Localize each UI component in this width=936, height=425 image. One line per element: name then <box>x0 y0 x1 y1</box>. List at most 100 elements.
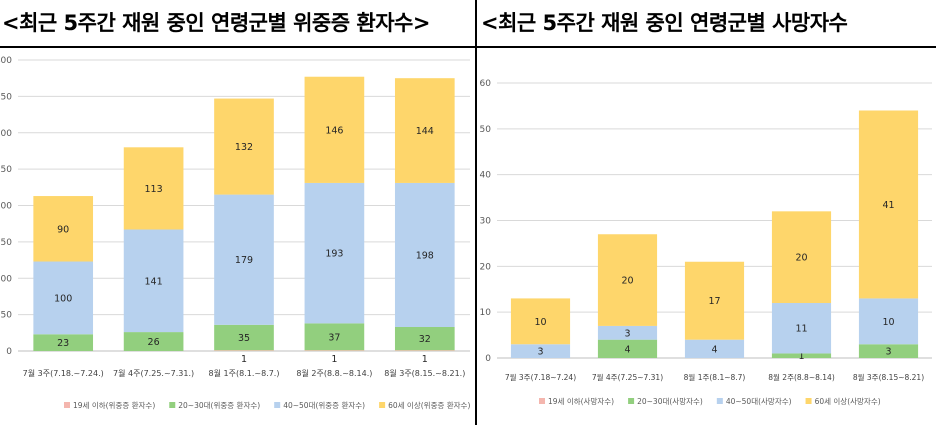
x-tick-label: 7월 4주(7.25~7.31) <box>592 372 663 382</box>
legend-label: 40~50대(사망자수) <box>726 396 792 406</box>
bar-segment <box>123 332 184 351</box>
data-label: 20 <box>621 276 633 287</box>
data-label: 20 <box>795 253 807 264</box>
legend-swatch <box>805 398 812 404</box>
data-label: 17 <box>708 296 720 307</box>
data-label: 179 <box>235 255 253 266</box>
legend-swatch <box>716 398 723 404</box>
bar-segment <box>304 76 365 183</box>
data-label: 26 <box>148 337 160 348</box>
data-label: 10 <box>534 317 546 328</box>
data-label: 4 <box>711 344 717 355</box>
bar-segment <box>33 334 94 351</box>
data-label: 11 <box>795 324 807 335</box>
y-tick-label: 100 <box>0 274 12 284</box>
bar-segment <box>33 196 94 262</box>
bar-segment <box>304 350 365 351</box>
data-label: 113 <box>145 184 163 195</box>
y-tick-label: 300 <box>0 129 12 139</box>
x-tick-label: 8월 3주(8.15~8.21) <box>853 372 924 382</box>
y-tick-label: 50 <box>1 311 13 321</box>
bar-segment <box>214 324 274 351</box>
x-tick-label: 8월 3주(8.15.~8.21.) <box>384 368 465 378</box>
data-label: 198 <box>416 250 434 261</box>
right-chart-title: <최근 5주간 재원 중인 연령군별 사망자수 <box>481 11 848 35</box>
panel-divider <box>475 0 477 425</box>
x-tick-label: 7월 3주(7.18~7.24) <box>505 372 576 382</box>
x-tick-label: 8월 1주(8.1.~8.7.) <box>209 368 280 378</box>
y-tick-label: 0 <box>6 347 12 357</box>
bar-segment <box>510 344 571 358</box>
data-label: 146 <box>325 125 343 136</box>
data-label: 37 <box>328 332 340 343</box>
data-label: 32 <box>419 334 431 345</box>
legend-label: 20~30대(사망자수) <box>637 396 703 406</box>
bar-segment <box>597 339 658 358</box>
bar-segment <box>214 98 274 195</box>
bar-segment <box>597 325 658 340</box>
x-tick-label: 8월 1주(8.1~8.7) <box>684 372 746 382</box>
bar-segment <box>858 298 919 345</box>
legend-swatch <box>169 402 176 408</box>
data-label: 10 <box>882 317 894 328</box>
data-label: 3 <box>537 347 543 358</box>
x-tick-label: 7월 4주(7.25.~7.31.) <box>113 368 194 378</box>
bar-segment <box>858 110 919 299</box>
x-tick-label: 7월 3주(7.18.~7.24.) <box>23 368 104 378</box>
data-label: 1 <box>798 351 804 362</box>
y-tick-label: 40 <box>480 171 492 181</box>
left-title-rule <box>0 46 475 48</box>
y-tick-label: 10 <box>480 308 492 318</box>
y-tick-label: 30 <box>480 217 492 227</box>
data-label: 132 <box>235 142 253 153</box>
right-chart: 0 10 20 30 40 50 60 3 10 7월 3주(7.18~7.24) 4 3 20 7월 4… <box>480 79 932 406</box>
data-label: 144 <box>416 126 434 137</box>
bar-segment <box>771 303 832 354</box>
bar-segment <box>394 326 455 351</box>
legend-label: 40~50대(위중증 환자수) <box>283 400 365 410</box>
legend-swatch <box>274 402 281 408</box>
data-label: 1 <box>241 354 247 365</box>
bar-segment <box>33 261 94 335</box>
data-label: 1 <box>331 354 337 365</box>
bar-segment <box>394 182 455 327</box>
bar-segment <box>304 323 365 351</box>
bar-segment <box>858 344 919 358</box>
right-panel: <최근 5주간 재원 중인 연령군별 사망자수 0 10 20 30 40 50 60 3 10… <box>477 0 936 425</box>
legend-swatch <box>539 398 545 404</box>
legend-label: 60세 이상(위중증 환자수) <box>388 400 470 410</box>
y-tick-label: 20 <box>480 262 492 272</box>
right-title-rule <box>477 46 936 48</box>
legend-label: 19세 이하(위중증 환자수) <box>73 400 155 410</box>
data-label: 4 <box>624 344 630 355</box>
data-label: 3 <box>624 328 630 339</box>
y-tick-label: 200 <box>0 202 12 212</box>
data-label: 193 <box>325 249 343 260</box>
data-label: 90 <box>57 224 69 235</box>
data-label: 100 <box>54 293 72 304</box>
legend-swatch <box>628 398 635 404</box>
y-tick-label: 60 <box>480 79 492 89</box>
bar-segment <box>214 194 274 325</box>
bar-segment <box>123 147 184 230</box>
bar-segment <box>684 339 745 358</box>
legend-label: 60세 이상(사망자수) <box>815 396 881 406</box>
y-tick-label: 150 <box>0 238 12 248</box>
y-tick-label: 400 <box>0 56 12 66</box>
bar-segment <box>684 261 745 340</box>
x-tick-label: 8월 2주(8.8.~8.14.) <box>296 368 372 378</box>
legend-label: 19세 이하(사망자수) <box>548 396 614 406</box>
data-label: 3 <box>885 347 891 358</box>
bar-segment <box>304 182 365 324</box>
y-tick-label: 350 <box>0 92 12 102</box>
y-tick-label: 0 <box>485 354 491 364</box>
bar-segment <box>771 353 832 358</box>
data-label: 41 <box>882 200 894 211</box>
bar-segment <box>771 211 832 303</box>
bar-segment <box>510 298 571 345</box>
bar-segment <box>214 350 274 351</box>
left-chart: 0 50 100 150 200 250 300 350 400 23 100 90 7월 3주(7.1… <box>0 56 470 410</box>
data-label: 23 <box>57 338 69 349</box>
legend-label: 20~30대(위중증 환자수) <box>178 400 260 410</box>
